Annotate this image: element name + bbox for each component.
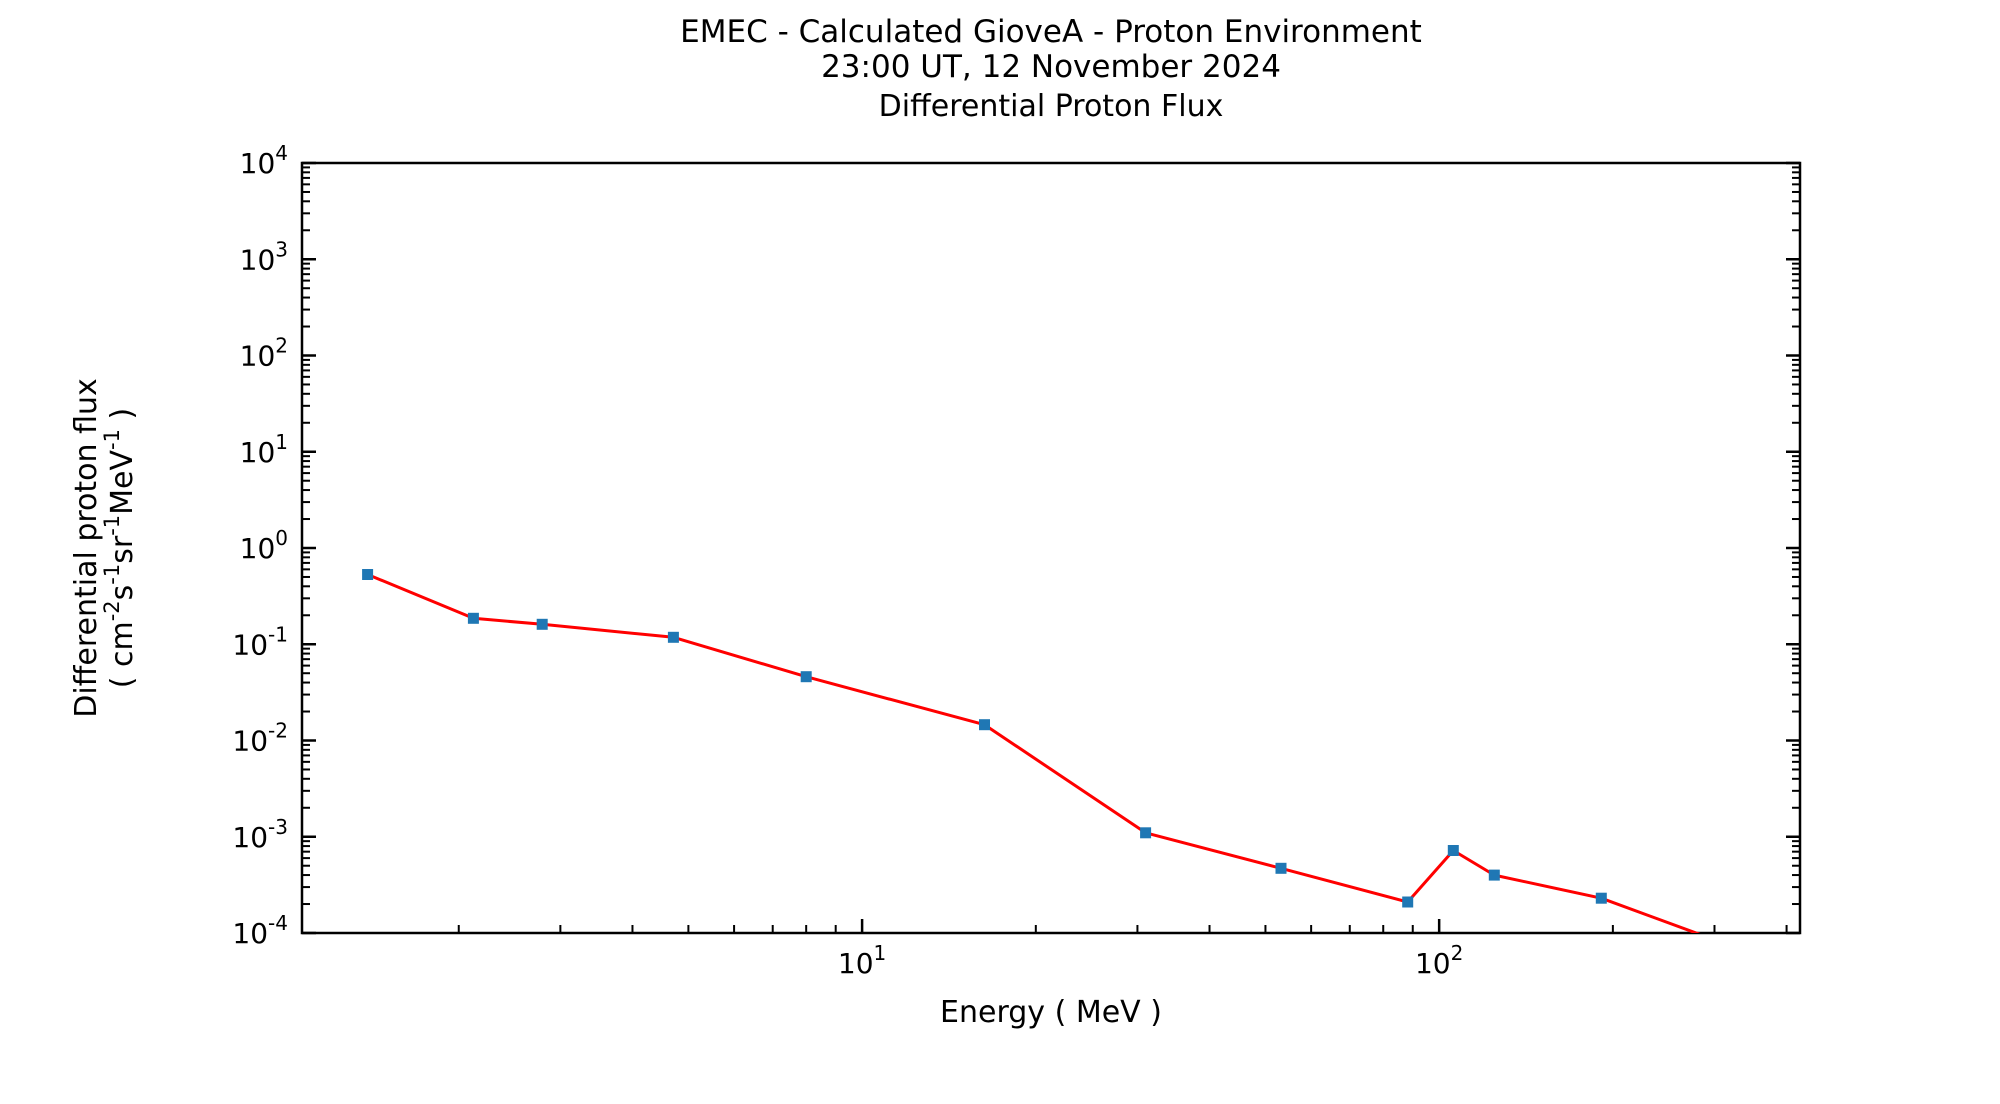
- data-point-marker: [1275, 862, 1287, 874]
- plot-border: [300, 161, 1802, 935]
- y-axis-tick-label: 10-2: [232, 719, 288, 758]
- y-axis-tick-label: 100: [240, 526, 288, 565]
- y-axis-label: Differential proton flux: [69, 378, 104, 717]
- figure-subtitle: 23:00 UT, 12 November 2024: [821, 49, 1281, 85]
- data-point-marker: [979, 719, 990, 731]
- data-point-marker: [1447, 845, 1459, 856]
- y-axis-tick-label: 101: [240, 430, 288, 469]
- axes-layer: 101 102 104 103 102 101 100 10-1 10-2 10-3 10-4: [232, 141, 1802, 980]
- data-point-marker: [1488, 869, 1500, 881]
- data-point-marker: [667, 631, 679, 643]
- y-axis-tick-label: 10-1: [232, 622, 288, 661]
- y-axis-units-label: ( cm-2s-1sr-1MeV-1 ): [100, 408, 140, 689]
- data-point-marker: [800, 671, 812, 683]
- data-point-marker: [1733, 943, 1744, 954]
- y-axis-tick-label: 104: [240, 141, 288, 180]
- data-series-layer: [362, 569, 1744, 954]
- y-axis-tick-label: 10-4: [232, 911, 288, 950]
- data-point-marker: [362, 569, 374, 580]
- data-point-marker: [467, 612, 479, 624]
- y-axis-tick-label: 102: [240, 334, 288, 373]
- flux-line: [366, 573, 1701, 933]
- axes-title: Differential Proton Flux: [879, 89, 1224, 124]
- data-point-marker: [1402, 896, 1414, 908]
- data-point-marker: [1140, 827, 1152, 839]
- x-axis-tick-label: 101: [838, 941, 886, 980]
- x-axis-label: Energy ( MeV ): [940, 995, 1162, 1030]
- figure-title: EMEC - Calculated GioveA - Proton Enviro…: [680, 14, 1422, 50]
- data-point-marker: [536, 618, 548, 630]
- x-axis-tick-label: 102: [1415, 941, 1463, 980]
- y-axis-tick-label: 10-3: [232, 815, 288, 854]
- y-axis-tick-label: 103: [240, 237, 288, 276]
- data-point-marker: [1595, 892, 1607, 904]
